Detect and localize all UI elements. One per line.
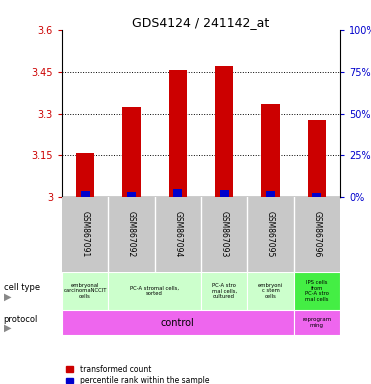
Bar [294, 310, 340, 335]
Bar [168, 70, 187, 197]
Bar [261, 104, 280, 197]
Bar [266, 191, 275, 197]
Text: GSM867094: GSM867094 [173, 211, 182, 258]
Bar [294, 272, 340, 310]
Text: embryonal
carcinomaNCCIT
cells: embryonal carcinomaNCCIT cells [63, 283, 107, 299]
Text: GSM867091: GSM867091 [81, 211, 90, 258]
Text: control: control [161, 318, 195, 328]
Text: GSM867092: GSM867092 [127, 211, 136, 258]
Bar [247, 272, 294, 310]
Text: protocol: protocol [4, 316, 38, 324]
Text: GSM867093: GSM867093 [220, 211, 229, 258]
Bar [308, 121, 326, 197]
Text: PC-A stro
mal cells,
cultured: PC-A stro mal cells, cultured [211, 283, 237, 299]
Bar [127, 192, 136, 197]
Bar [173, 189, 183, 197]
Legend: transformed count, percentile rank within the sample: transformed count, percentile rank withi… [66, 365, 209, 384]
Text: IPS cells
from
PC-A stro
mal cells: IPS cells from PC-A stro mal cells [305, 280, 329, 302]
Bar [62, 310, 294, 335]
Bar [215, 66, 233, 197]
Bar [81, 192, 90, 197]
Bar [201, 272, 247, 310]
Text: reprogram
ming: reprogram ming [302, 317, 331, 328]
Text: cell type: cell type [4, 283, 40, 292]
Bar [220, 190, 229, 197]
Bar [76, 153, 95, 197]
Text: embryoni
c stem
cells: embryoni c stem cells [258, 283, 283, 299]
Text: ▶: ▶ [4, 292, 11, 302]
Bar [312, 193, 321, 197]
Text: GSM867096: GSM867096 [312, 211, 321, 258]
Text: ▶: ▶ [4, 323, 11, 333]
Bar [122, 106, 141, 197]
Title: GDS4124 / 241142_at: GDS4124 / 241142_at [132, 16, 270, 29]
Text: GSM867095: GSM867095 [266, 211, 275, 258]
Bar [62, 272, 108, 310]
Text: PC-A stromal cells,
sorted: PC-A stromal cells, sorted [130, 286, 179, 296]
Bar [108, 272, 201, 310]
